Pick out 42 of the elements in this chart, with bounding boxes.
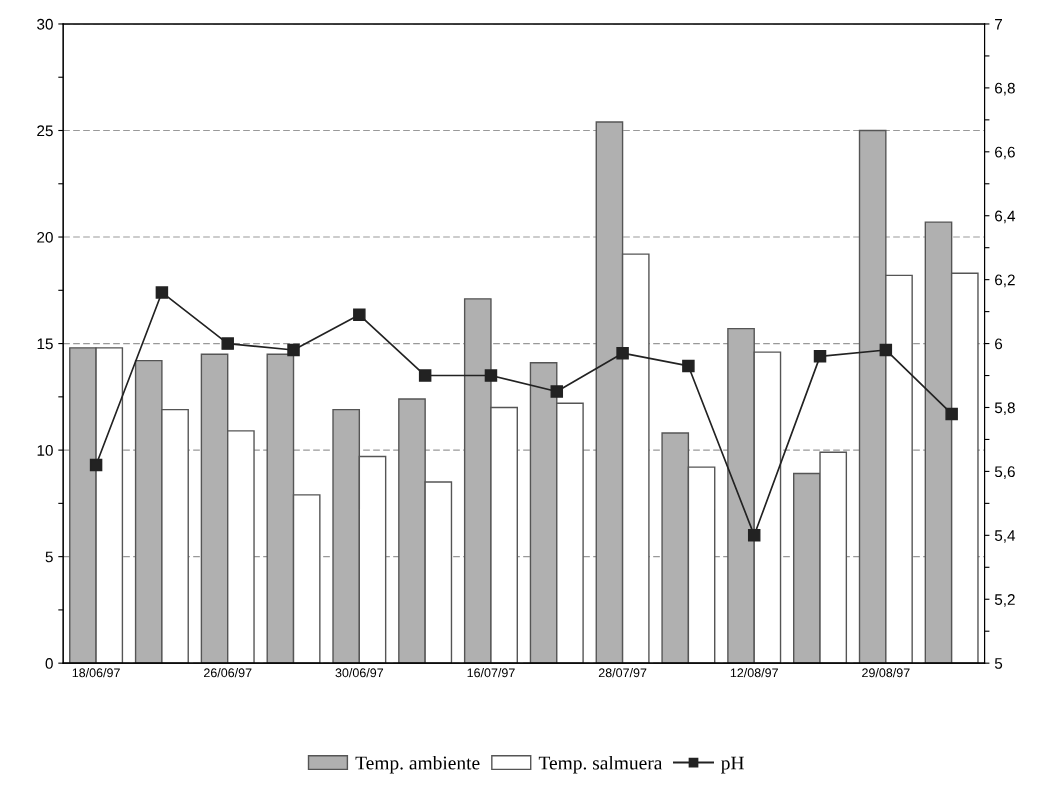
x-tick-label: 28/07/97 bbox=[598, 668, 647, 678]
point bbox=[945, 407, 958, 421]
y-tick-label: 30 bbox=[37, 18, 53, 30]
legend-label: Temp. ambiente bbox=[355, 755, 480, 774]
y2-tick-label: 6,6 bbox=[995, 146, 1015, 160]
point bbox=[287, 343, 300, 357]
point bbox=[879, 343, 893, 357]
legend-label: pH bbox=[721, 756, 744, 774]
point bbox=[89, 458, 103, 472]
y-tick-label: 5 bbox=[45, 551, 53, 563]
point bbox=[418, 369, 432, 382]
point bbox=[155, 286, 169, 299]
y-tick-label: 25 bbox=[37, 125, 53, 137]
point bbox=[747, 529, 761, 542]
legend-label: Temp. salmuera bbox=[538, 755, 663, 774]
x-tick-label: 16/07/97 bbox=[467, 668, 515, 678]
y-tick-label: 15 bbox=[37, 338, 53, 350]
point bbox=[221, 337, 234, 350]
x-tick-label: 29/08/97 bbox=[862, 668, 910, 678]
x-tick-label: 26/06/97 bbox=[204, 668, 252, 678]
point bbox=[813, 350, 827, 363]
x-tick-label: 12/08/97 bbox=[730, 668, 778, 678]
y2-tick-label: 5,8 bbox=[994, 402, 1015, 415]
y2-tick-label: 6,8 bbox=[995, 82, 1015, 96]
y-tick-label: 20 bbox=[37, 231, 53, 243]
x-tick-label: 18/06/97 bbox=[72, 668, 120, 678]
point bbox=[484, 369, 498, 382]
y2-tick-label: 5,6 bbox=[994, 466, 1015, 479]
x-tick-label: 30/06/97 bbox=[335, 668, 384, 678]
point bbox=[682, 359, 695, 373]
point bbox=[550, 385, 564, 398]
point bbox=[353, 308, 366, 322]
y2-tick-label: 6,2 bbox=[995, 274, 1015, 288]
y-tick-label: 0 bbox=[45, 658, 53, 669]
y2-tick-label: 7 bbox=[995, 19, 1003, 30]
point bbox=[616, 346, 629, 360]
y2-tick-label: 5 bbox=[994, 658, 1003, 669]
y2-tick-label: 5,2 bbox=[994, 594, 1015, 607]
y2-tick-label: 6 bbox=[995, 338, 1003, 350]
y2-tick-label: 5,4 bbox=[994, 530, 1016, 543]
y2-tick-label: 6,4 bbox=[995, 210, 1016, 224]
y-tick-label: 10 bbox=[37, 444, 53, 456]
